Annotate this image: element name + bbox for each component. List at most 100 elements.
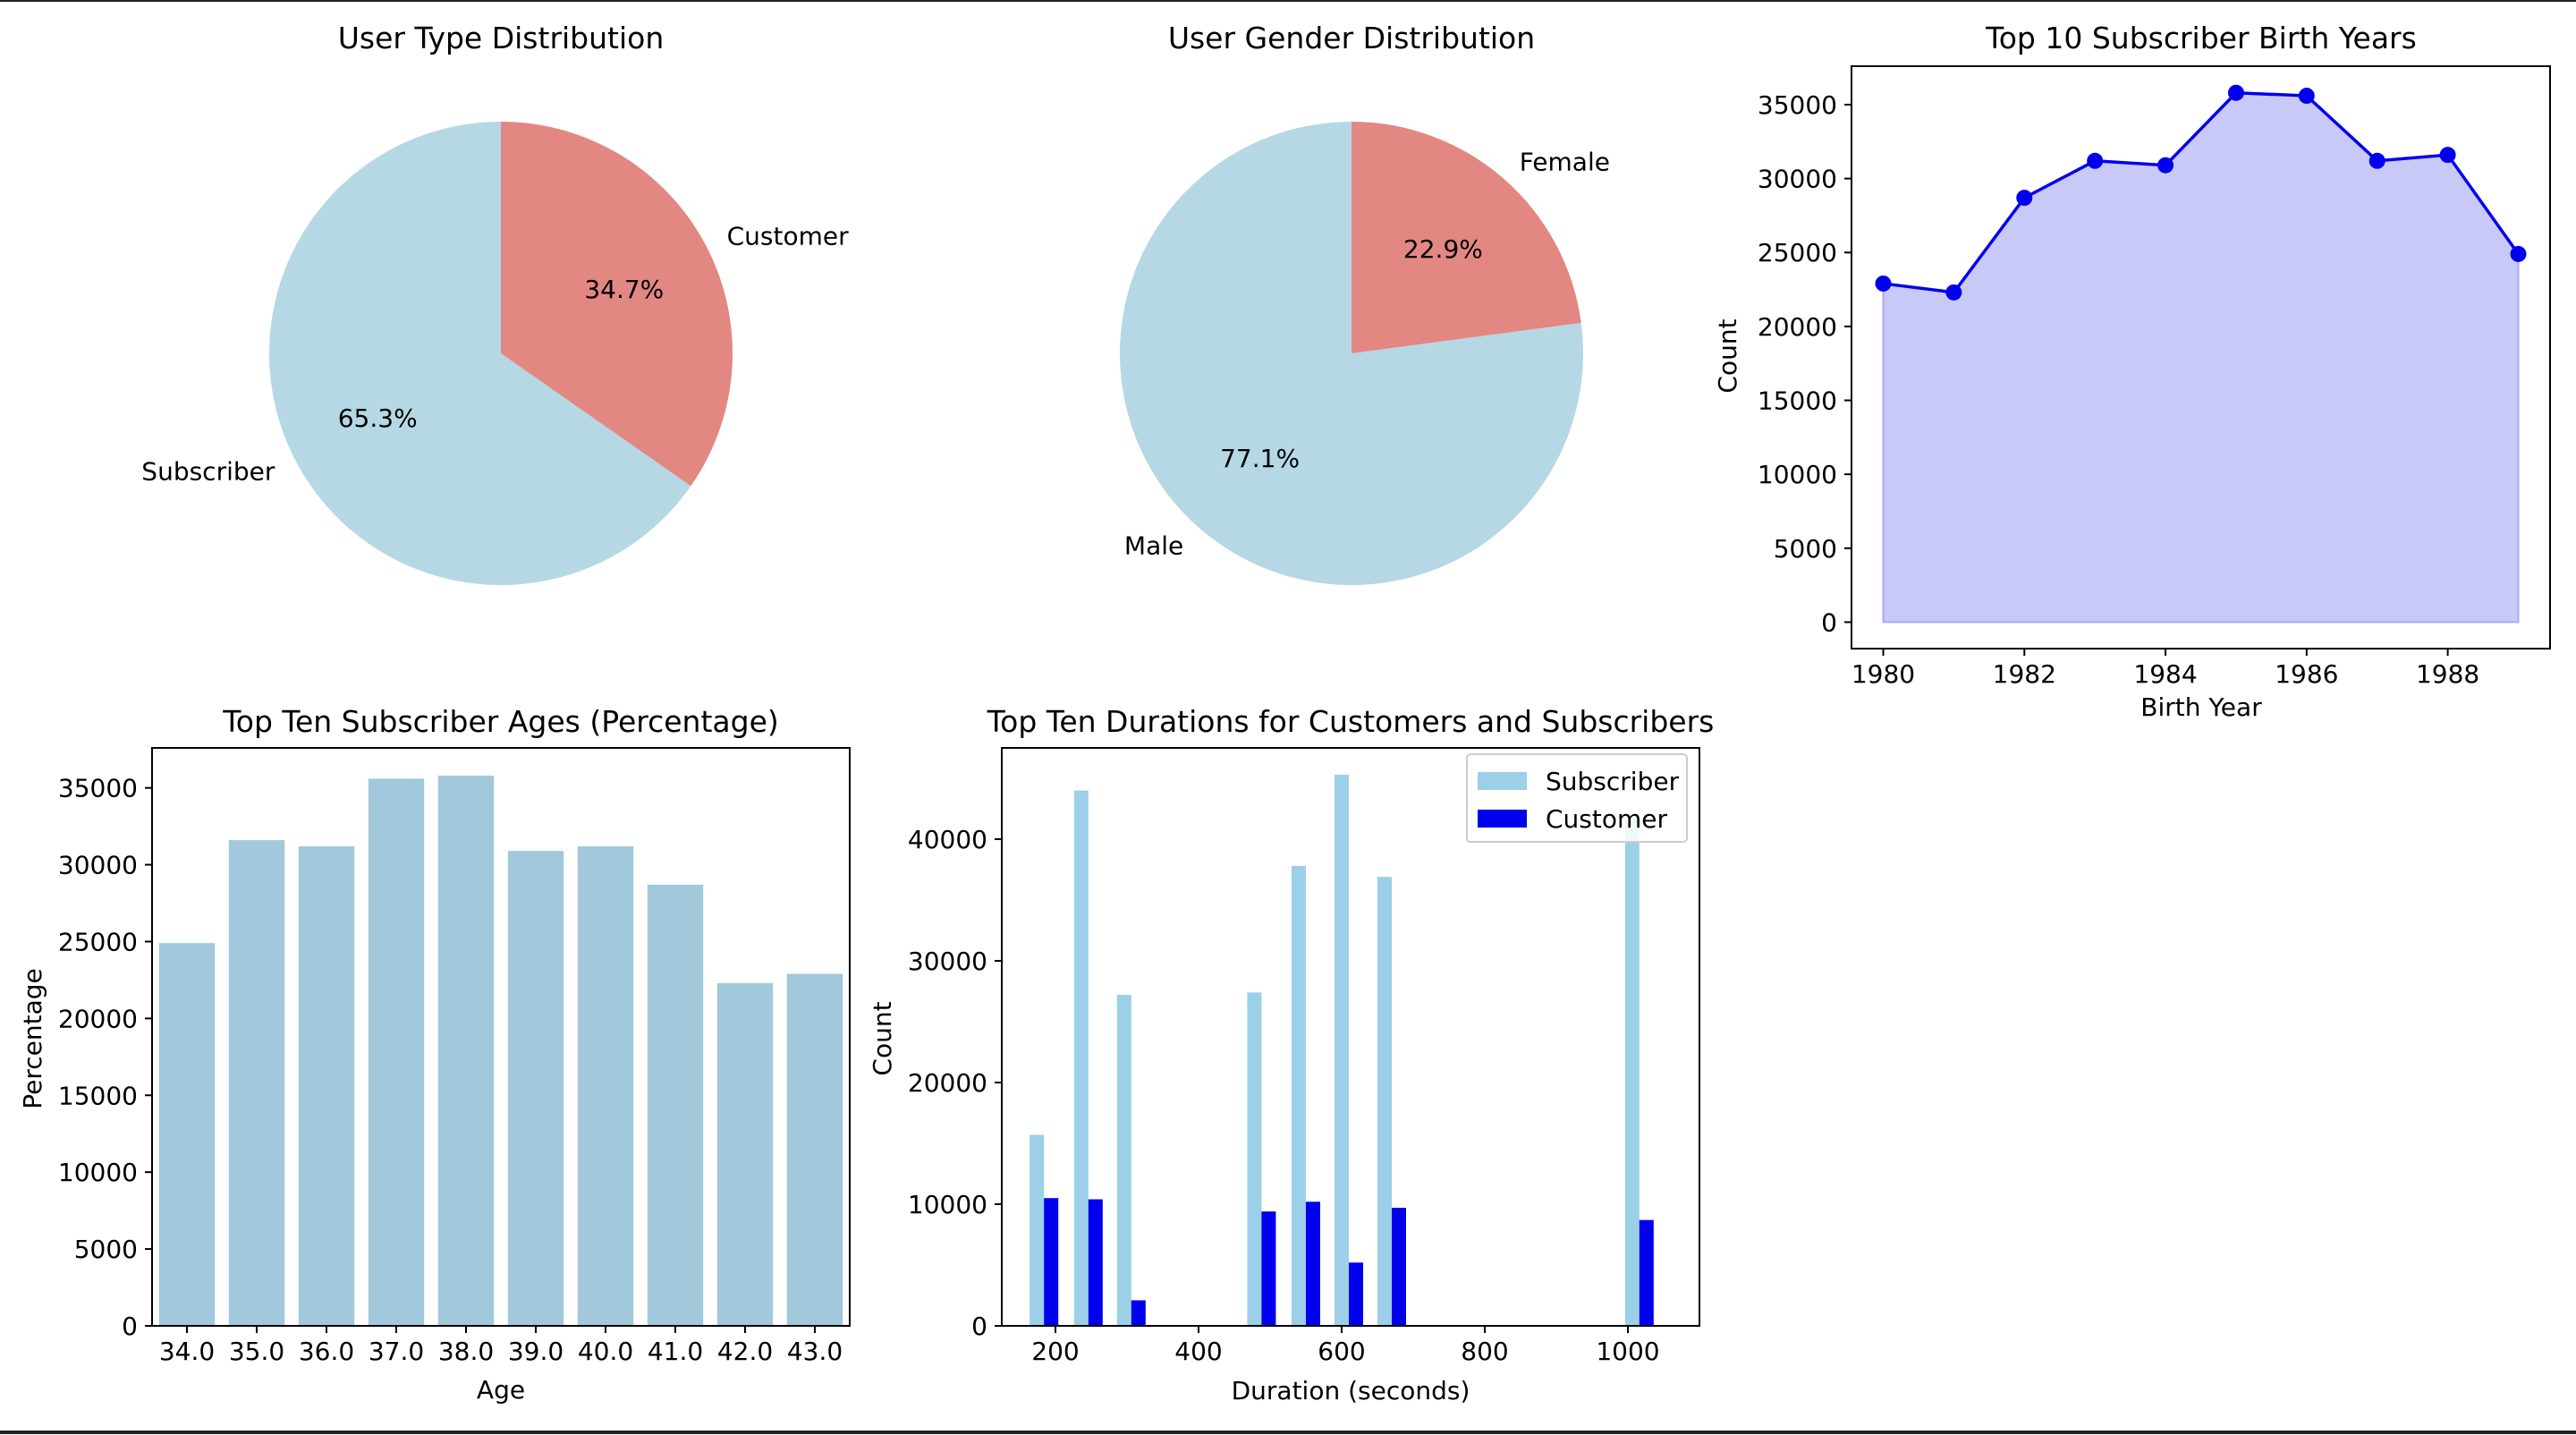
x-tick-label: 40.0: [578, 1337, 633, 1366]
bar-customer: [1044, 1198, 1059, 1326]
bar-customer: [1306, 1201, 1320, 1326]
data-point: [2157, 157, 2174, 174]
data-point: [1945, 284, 1962, 301]
y-tick-label: 0: [1821, 607, 1837, 637]
data-point: [2087, 152, 2104, 169]
data-point: [2368, 152, 2385, 169]
pie-slice-subscriber: [269, 122, 691, 585]
user-gender-pie-chart: User Gender Distribution Male 77.1% Female…: [1120, 21, 1610, 586]
bar-subscriber: [1073, 790, 1089, 1326]
bar: [647, 884, 704, 1326]
y-tick-label: 5000: [1774, 534, 1837, 564]
birth-years-area-chart: Top 10 Subscriber Birth Years Birth Year…: [1713, 21, 2551, 722]
y-tick-label: 30000: [908, 947, 987, 976]
x-tick-label: 200: [1031, 1337, 1079, 1366]
x-tick-label: 41.0: [648, 1337, 703, 1366]
pie-pct-label: 77.1%: [1220, 444, 1300, 473]
x-tick-label: 34.0: [159, 1337, 215, 1366]
bar-customer: [1639, 1219, 1654, 1326]
plot-frame: [1851, 65, 2551, 650]
x-tick-label: 600: [1318, 1337, 1365, 1366]
legend-label-subscriber: Subscriber: [1546, 767, 1680, 796]
subscriber-ages-bar-chart: Top Ten Subscriber Ages (Percentage) Age…: [18, 704, 851, 1405]
bar-customer: [1261, 1211, 1276, 1326]
y-tick-label: 25000: [1758, 238, 1837, 267]
x-tick-label: 43.0: [787, 1337, 843, 1366]
pie-slice-male: [1120, 122, 1584, 586]
x-axis-label: Duration (seconds): [1232, 1376, 1470, 1405]
pie-label-customer: Customer: [727, 221, 849, 250]
x-tick-label: 42.0: [717, 1337, 773, 1366]
pie-pct-label: 34.7%: [584, 275, 664, 304]
x-tick-label: 1984: [2133, 659, 2197, 689]
bar: [786, 973, 843, 1326]
bar-subscriber: [1247, 992, 1262, 1326]
pie-slice-customer: [501, 122, 733, 487]
bar-subscriber: [1116, 995, 1131, 1326]
x-tick-label: 39.0: [508, 1337, 564, 1366]
y-tick-label: 20000: [908, 1068, 987, 1098]
y-tick-label: 20000: [58, 1004, 138, 1033]
x-tick-label: 38.0: [438, 1337, 494, 1366]
y-tick-label: 30000: [1758, 165, 1837, 194]
y-tick-label: 30000: [58, 851, 138, 880]
bar: [158, 943, 216, 1326]
y-tick-label: 10000: [908, 1190, 987, 1219]
bar: [228, 840, 285, 1326]
plot-frame: [151, 747, 851, 1327]
x-tick-label: 37.0: [369, 1337, 424, 1366]
data-point: [2510, 245, 2527, 262]
pie-label-female: Female: [1520, 148, 1610, 177]
x-tick-label: 35.0: [229, 1337, 284, 1366]
x-axis-label: Birth Year: [2140, 692, 2262, 722]
data-point: [2298, 88, 2315, 105]
y-axis-label: Percentage: [18, 968, 47, 1109]
chart-title: Top Ten Durations for Customers and Subs…: [987, 704, 1715, 739]
pie-label-male: Male: [1124, 531, 1183, 560]
y-tick-label: 25000: [58, 927, 138, 956]
y-tick-label: 0: [122, 1312, 138, 1341]
bar-customer: [1392, 1208, 1406, 1326]
x-tick-label: 1000: [1596, 1337, 1659, 1366]
x-tick-label: 36.0: [299, 1337, 354, 1366]
pie-label-subscriber: Subscriber: [141, 457, 275, 487]
legend-swatch-subscriber: [1478, 772, 1527, 790]
pie-slice-female: [1352, 122, 1581, 353]
series-line: [1883, 90, 2520, 294]
bar: [437, 775, 495, 1326]
legend: Subscriber Customer: [1466, 753, 1688, 843]
y-tick-label: 40000: [908, 825, 987, 854]
bar-subscriber: [1335, 774, 1349, 1326]
x-tick-label: 400: [1174, 1337, 1222, 1366]
bar: [368, 778, 425, 1326]
y-tick-label: 35000: [58, 774, 138, 803]
y-tick-label: 15000: [58, 1081, 138, 1110]
pie-pct-label: 65.3%: [338, 403, 418, 433]
bar-subscriber: [1030, 1134, 1045, 1326]
y-tick-label: 0: [971, 1312, 987, 1341]
legend-label-customer: Customer: [1546, 804, 1667, 834]
y-axis-label: Count: [868, 1001, 897, 1075]
y-tick-label: 5000: [74, 1235, 138, 1264]
x-tick-label: 1986: [2275, 659, 2338, 689]
y-tick-label: 20000: [1758, 312, 1837, 342]
durations-grouped-bar-chart: Top Ten Durations for Customers and Subs…: [868, 704, 1714, 1405]
bar: [716, 982, 774, 1326]
data-point: [2439, 147, 2456, 164]
chart-title: Top Ten Subscriber Ages (Percentage): [222, 704, 779, 739]
bar: [298, 845, 355, 1326]
data-point: [1875, 275, 1892, 292]
data-point: [2016, 190, 2033, 207]
bar: [507, 851, 564, 1326]
chart-title: User Gender Distribution: [1168, 21, 1535, 55]
bar-subscriber: [1624, 819, 1640, 1326]
y-tick-label: 15000: [1758, 386, 1837, 416]
y-axis-label: Count: [1713, 318, 1742, 393]
bar-customer: [1088, 1199, 1103, 1326]
data-point: [2227, 84, 2244, 101]
x-tick-label: 1988: [2416, 659, 2479, 689]
bar-customer: [1349, 1262, 1363, 1326]
user-type-pie-chart: User Type Distribution Subscriber 65.3% Cu…: [141, 21, 849, 585]
bar-subscriber: [1377, 877, 1392, 1326]
